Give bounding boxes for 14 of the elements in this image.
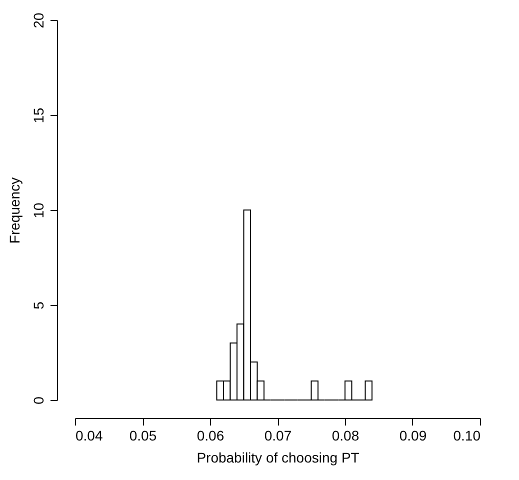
y-tick-label: 10 — [30, 202, 46, 218]
y-tick-label: 15 — [30, 108, 46, 124]
x-tick-label: 0.06 — [196, 428, 224, 444]
y-axis-title: Frequency — [6, 177, 22, 244]
x-tick-label: 0.05 — [129, 428, 157, 444]
y-tick-label: 5 — [30, 301, 46, 310]
y-tick-label: 20 — [30, 12, 46, 28]
x-tick-label: 0.10 — [453, 428, 481, 444]
x-tick-label: 0.09 — [399, 428, 427, 444]
x-tick-label: 0.04 — [76, 428, 103, 444]
x-tick-label: 0.07 — [264, 428, 292, 444]
x-tick-label: 0.08 — [332, 428, 360, 444]
x-axis-title: Probability of choosing PT — [196, 450, 360, 466]
y-tick-label: 0 — [30, 396, 46, 404]
